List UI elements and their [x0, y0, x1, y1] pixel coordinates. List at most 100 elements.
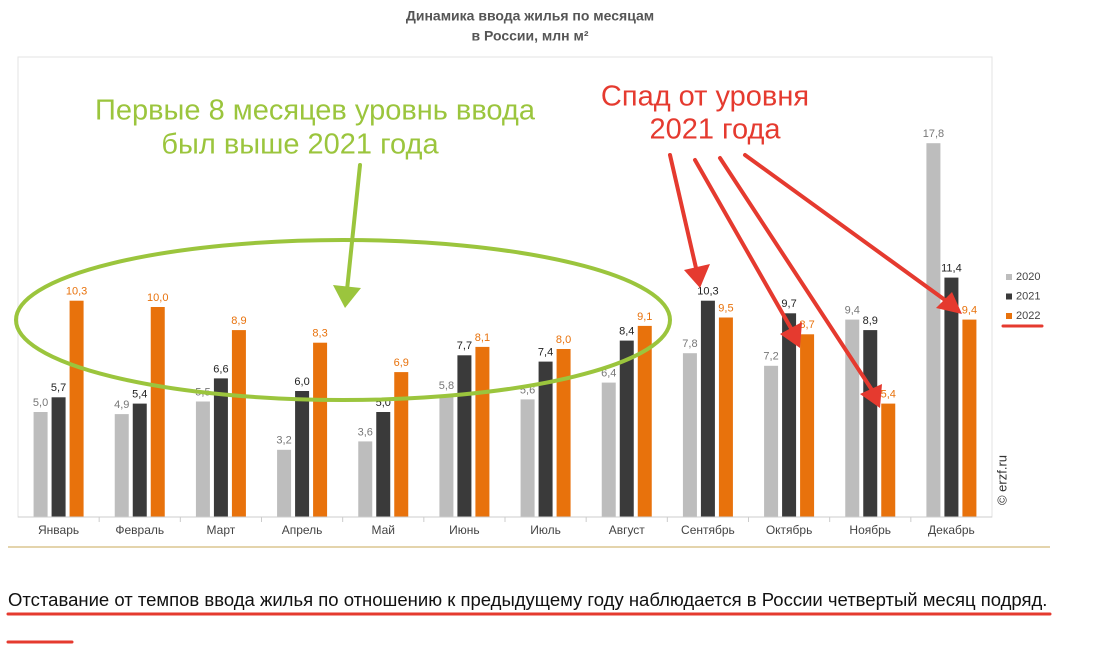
- arrow: [743, 153, 947, 302]
- highlight-ellipse: [14, 238, 672, 402]
- bar: [213, 378, 228, 517]
- bar: [376, 412, 391, 517]
- bar: [394, 372, 409, 517]
- value-label: 6,0: [294, 376, 309, 388]
- bar: [150, 307, 165, 517]
- bar: [700, 300, 715, 517]
- source: © erzf.ru: [994, 455, 1009, 505]
- value-label: 5,8: [439, 380, 454, 392]
- bar: [782, 313, 797, 517]
- arrowhead: [684, 264, 710, 288]
- bar: [69, 300, 84, 517]
- bar: [944, 277, 959, 517]
- legend-swatch: [1006, 313, 1012, 319]
- bar: [51, 397, 66, 517]
- value-label: 4,9: [114, 399, 129, 411]
- arrowhead: [936, 292, 962, 314]
- value-label: 8,9: [863, 315, 878, 327]
- x-tick-label: Сентябрь: [681, 523, 735, 537]
- annotation: Спад от уровня: [601, 81, 809, 113]
- bar: [358, 441, 373, 517]
- bar: [637, 325, 652, 517]
- value-label: 5,0: [33, 397, 48, 409]
- chart-title: в России, млн м²: [471, 28, 588, 44]
- value-label: 5,4: [132, 389, 147, 401]
- bar: [962, 319, 977, 517]
- x-tick-label: Апрель: [282, 523, 323, 537]
- x-tick-label: Январь: [38, 523, 79, 537]
- bar: [277, 449, 292, 517]
- value-label: 8,0: [556, 334, 571, 346]
- bar: [195, 401, 210, 517]
- legend-label: 2021: [1016, 290, 1040, 302]
- value-label: 10,3: [66, 286, 87, 298]
- bar: [845, 319, 860, 517]
- x-tick-label: Август: [609, 523, 646, 537]
- value-label: 8,9: [231, 315, 246, 327]
- bar: [439, 395, 454, 517]
- bar: [295, 391, 310, 517]
- x-tick-label: Март: [207, 523, 236, 537]
- bar: [800, 334, 815, 517]
- paragraph: Отставание от темпов ввода жилья по отно…: [8, 589, 1048, 610]
- marks: Январь5,05,710,3Февраль4,95,410,0Март5,5…: [18, 128, 1040, 537]
- legend-label: 2022: [1016, 310, 1040, 322]
- value-label: 8,1: [475, 332, 490, 344]
- arrowhead: [860, 384, 882, 408]
- x-tick-label: Июнь: [449, 523, 480, 537]
- bar: [881, 403, 896, 517]
- bar: [132, 403, 147, 517]
- value-label: 3,6: [358, 426, 373, 438]
- annotation: 2021 года: [649, 114, 781, 146]
- bar: [682, 353, 697, 517]
- bar: [601, 382, 616, 517]
- bar: [538, 361, 553, 517]
- value-label: 5,7: [51, 382, 66, 394]
- value-label: 10,3: [697, 286, 718, 298]
- bar: [926, 143, 941, 517]
- annotation: Первые 8 месяцев уровнь ввода: [95, 95, 536, 127]
- bar: [718, 317, 733, 517]
- bar: [556, 349, 571, 517]
- value-label: 7,8: [682, 338, 697, 350]
- value-label: 11,4: [941, 263, 962, 275]
- bar: [231, 330, 246, 517]
- value-label: 8,4: [619, 326, 634, 338]
- x-tick-label: Декабрь: [928, 523, 975, 537]
- value-label: 9,4: [962, 305, 977, 317]
- value-label: 3,2: [276, 435, 291, 447]
- arrow: [718, 156, 874, 392]
- legend-swatch: [1006, 274, 1012, 280]
- value-label: 5,4: [881, 389, 896, 401]
- value-label: 9,7: [781, 298, 796, 310]
- x-tick-label: Ноябрь: [849, 523, 891, 537]
- value-label: 9,5: [718, 302, 733, 314]
- decorations: [6, 153, 1052, 644]
- arrow: [345, 163, 362, 292]
- value-label: 6,4: [601, 368, 616, 380]
- bar: [863, 330, 878, 517]
- value-label: 9,1: [637, 311, 652, 323]
- value-label: 7,7: [457, 340, 472, 352]
- legend-label: 2020: [1016, 271, 1040, 283]
- bar: [764, 365, 779, 517]
- value-label: 7,2: [763, 351, 778, 363]
- arrow: [668, 153, 698, 270]
- arrow: [693, 158, 794, 332]
- bar: [114, 414, 129, 517]
- bar: [619, 340, 634, 517]
- bar: [520, 399, 535, 517]
- value-label: 8,3: [312, 328, 327, 340]
- value-label: 9,4: [845, 305, 860, 317]
- arrowhead: [333, 285, 361, 308]
- arrowhead: [780, 322, 802, 348]
- x-tick-label: Октябрь: [766, 523, 813, 537]
- value-label: 6,9: [394, 357, 409, 369]
- legend-swatch: [1006, 293, 1012, 300]
- bar: [475, 346, 490, 517]
- x-tick-label: Февраль: [115, 523, 164, 537]
- value-label: 8,7: [799, 319, 814, 331]
- x-tick-label: Май: [371, 523, 395, 537]
